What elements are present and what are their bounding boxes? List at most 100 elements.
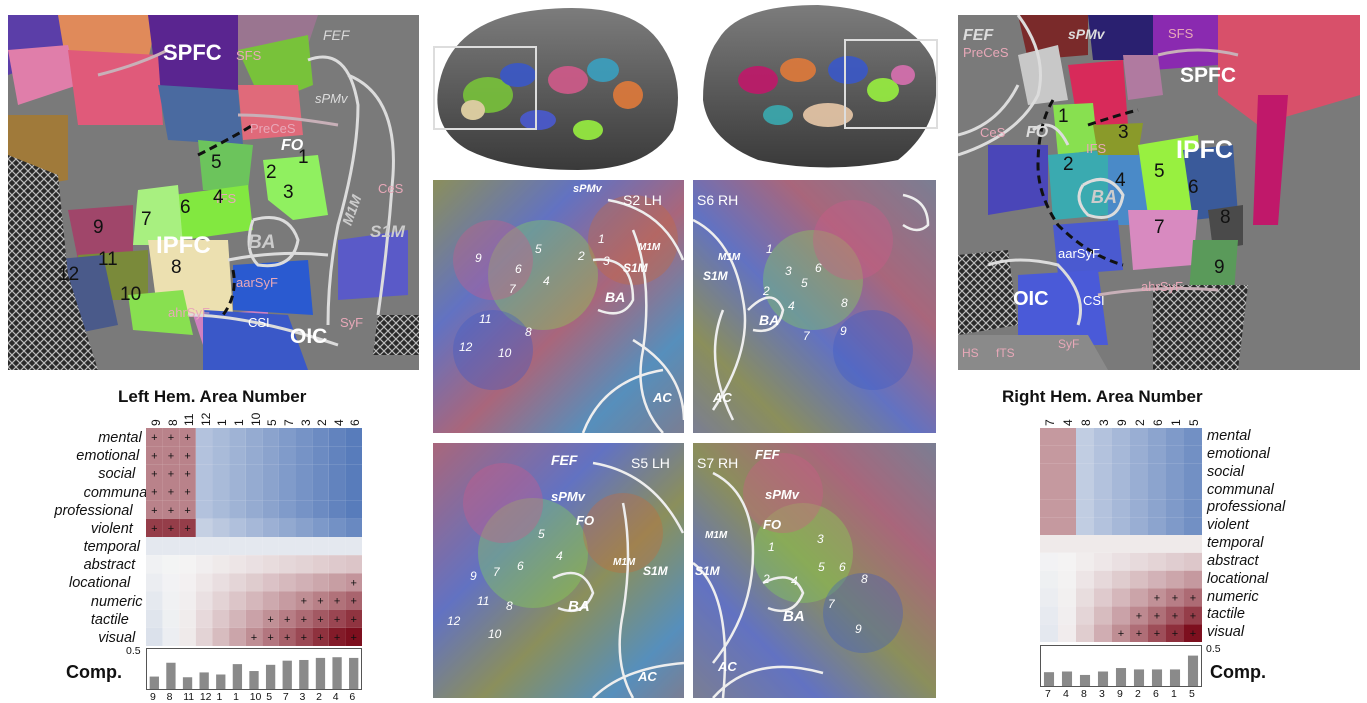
right-label-syf: SyF bbox=[1058, 337, 1079, 351]
comp-column-label: 9 bbox=[1117, 688, 1123, 700]
comp-column-label: 12 bbox=[199, 691, 212, 703]
heatmap-cell bbox=[179, 573, 196, 592]
heatmap-cell bbox=[1112, 499, 1130, 518]
comp-column-label: 3 bbox=[1099, 688, 1105, 700]
comp-column-label: 6 bbox=[1153, 688, 1159, 700]
s7-rh-s1m: S1M bbox=[695, 564, 721, 578]
comp-bar bbox=[299, 659, 309, 689]
significance-mark: + bbox=[168, 505, 174, 517]
left-comp-scale-tick: 0.5 bbox=[126, 645, 141, 657]
row-label: numeric bbox=[90, 593, 143, 610]
heatmap-cell bbox=[345, 591, 362, 610]
heatmap-cell bbox=[1040, 606, 1058, 625]
heatmap-cell bbox=[1040, 517, 1058, 535]
row-label: mental bbox=[98, 430, 142, 446]
heatmap-cell bbox=[345, 609, 362, 628]
heatmap-cell bbox=[245, 537, 263, 556]
column-label: 2 bbox=[315, 419, 330, 426]
left-heatmap-title: Left Hem. Area Number bbox=[118, 387, 307, 406]
heatmap-cell bbox=[212, 518, 230, 537]
heatmap-cell bbox=[345, 464, 362, 483]
right-label-hs: HS bbox=[962, 346, 979, 360]
heatmap-cell bbox=[312, 518, 329, 537]
s5-lh-area: 12 bbox=[447, 614, 461, 628]
significance-mark: + bbox=[317, 632, 323, 644]
heatmap-cell bbox=[328, 464, 346, 483]
heatmap-cell bbox=[245, 555, 263, 574]
heatmap-cell bbox=[1040, 552, 1058, 571]
heatmap-cell bbox=[162, 464, 180, 483]
significance-mark: + bbox=[1118, 628, 1124, 640]
s2-lh-area: 4 bbox=[543, 274, 550, 288]
comp-bar bbox=[265, 664, 276, 689]
heatmap-cell bbox=[1058, 570, 1076, 589]
s5-lh-fo: FO bbox=[576, 513, 594, 528]
s2-lh-area: 3 bbox=[603, 254, 610, 268]
heatmap-cell bbox=[1112, 517, 1130, 535]
heatmap-cell bbox=[295, 591, 313, 610]
s5-lh-area: 9 bbox=[470, 569, 477, 583]
heatmap-cell bbox=[162, 609, 180, 628]
right-area-6: 6 bbox=[1188, 177, 1199, 198]
heatmap-cell bbox=[262, 609, 279, 628]
heatmap-cell bbox=[1130, 517, 1148, 535]
heatmap-cell bbox=[1184, 552, 1202, 571]
flatmap-s7-rh: S7 RH FEF sPMv FO M1M S1M BA AC 1 3 2 4 … bbox=[693, 443, 936, 698]
significance-mark: + bbox=[350, 632, 356, 644]
heatmap-cell bbox=[245, 591, 263, 610]
comp-column-label: 4 bbox=[332, 691, 339, 703]
row-label: tactile bbox=[90, 611, 129, 628]
heatmap-cell bbox=[295, 573, 313, 592]
comp-bar bbox=[1115, 668, 1127, 686]
significance-mark: + bbox=[334, 596, 340, 608]
row-label: mental bbox=[1207, 428, 1251, 444]
heatmap-cell bbox=[229, 627, 246, 646]
row-label: tactile bbox=[1207, 606, 1245, 623]
s2-lh-area: 8 bbox=[525, 325, 532, 339]
heatmap-cell bbox=[312, 609, 329, 628]
s6-rh-area: 2 bbox=[762, 284, 770, 298]
heatmap-cell bbox=[162, 573, 180, 592]
column-label: 1 bbox=[215, 419, 230, 426]
heatmap-cell bbox=[1076, 606, 1094, 625]
heatmap-cell bbox=[146, 500, 163, 519]
heatmap-cell bbox=[162, 537, 180, 556]
s6-rh-area: 8 bbox=[841, 296, 848, 310]
significance-mark: + bbox=[168, 450, 174, 462]
heatmap-cell bbox=[1166, 606, 1184, 625]
heatmap-cell bbox=[312, 555, 329, 574]
brain-surface-views bbox=[428, 0, 948, 176]
flatmap-s5-lh: S5 LH FEF sPMv FO M1M S1M BA AC 9 7 6 5 … bbox=[433, 443, 684, 698]
column-label: 6 bbox=[1151, 419, 1165, 426]
right-label-ahrsyf: ahrSyF bbox=[1141, 279, 1183, 294]
heatmap-cell bbox=[1094, 463, 1112, 482]
heatmap-cell bbox=[162, 627, 180, 646]
heatmap-cell bbox=[146, 609, 163, 628]
left-label-ipfc: IPFC bbox=[156, 232, 211, 259]
comp-bar bbox=[332, 657, 342, 689]
heatmap-cell bbox=[179, 627, 196, 646]
column-label: 1 bbox=[1169, 419, 1183, 426]
heatmap-cell bbox=[1184, 570, 1202, 589]
heatmap-cell bbox=[278, 555, 296, 574]
heatmap-cell bbox=[1130, 499, 1148, 518]
right-area-2: 2 bbox=[1063, 154, 1074, 175]
heatmap-cell bbox=[1112, 535, 1130, 553]
heatmap-cell bbox=[345, 446, 362, 465]
heatmap-cell bbox=[195, 591, 213, 610]
left-label-aarsyf: aarSyF bbox=[236, 275, 278, 290]
comp-bar bbox=[349, 657, 359, 689]
column-label: 2 bbox=[1133, 419, 1147, 426]
heatmap-cell bbox=[1148, 552, 1166, 571]
heatmap-cell bbox=[146, 446, 163, 465]
significance-mark: + bbox=[334, 632, 340, 644]
heatmap-cell bbox=[345, 555, 362, 574]
heatmap-cell bbox=[295, 482, 313, 501]
heatmap-cell bbox=[1076, 552, 1094, 571]
significance-mark: + bbox=[284, 632, 290, 644]
heatmap-cell bbox=[1148, 624, 1166, 642]
s5-lh-area: 4 bbox=[556, 549, 563, 563]
heatmap-cell bbox=[195, 537, 213, 556]
comp-column-label: 4 bbox=[1063, 688, 1069, 700]
heatmap-cell bbox=[179, 500, 196, 519]
